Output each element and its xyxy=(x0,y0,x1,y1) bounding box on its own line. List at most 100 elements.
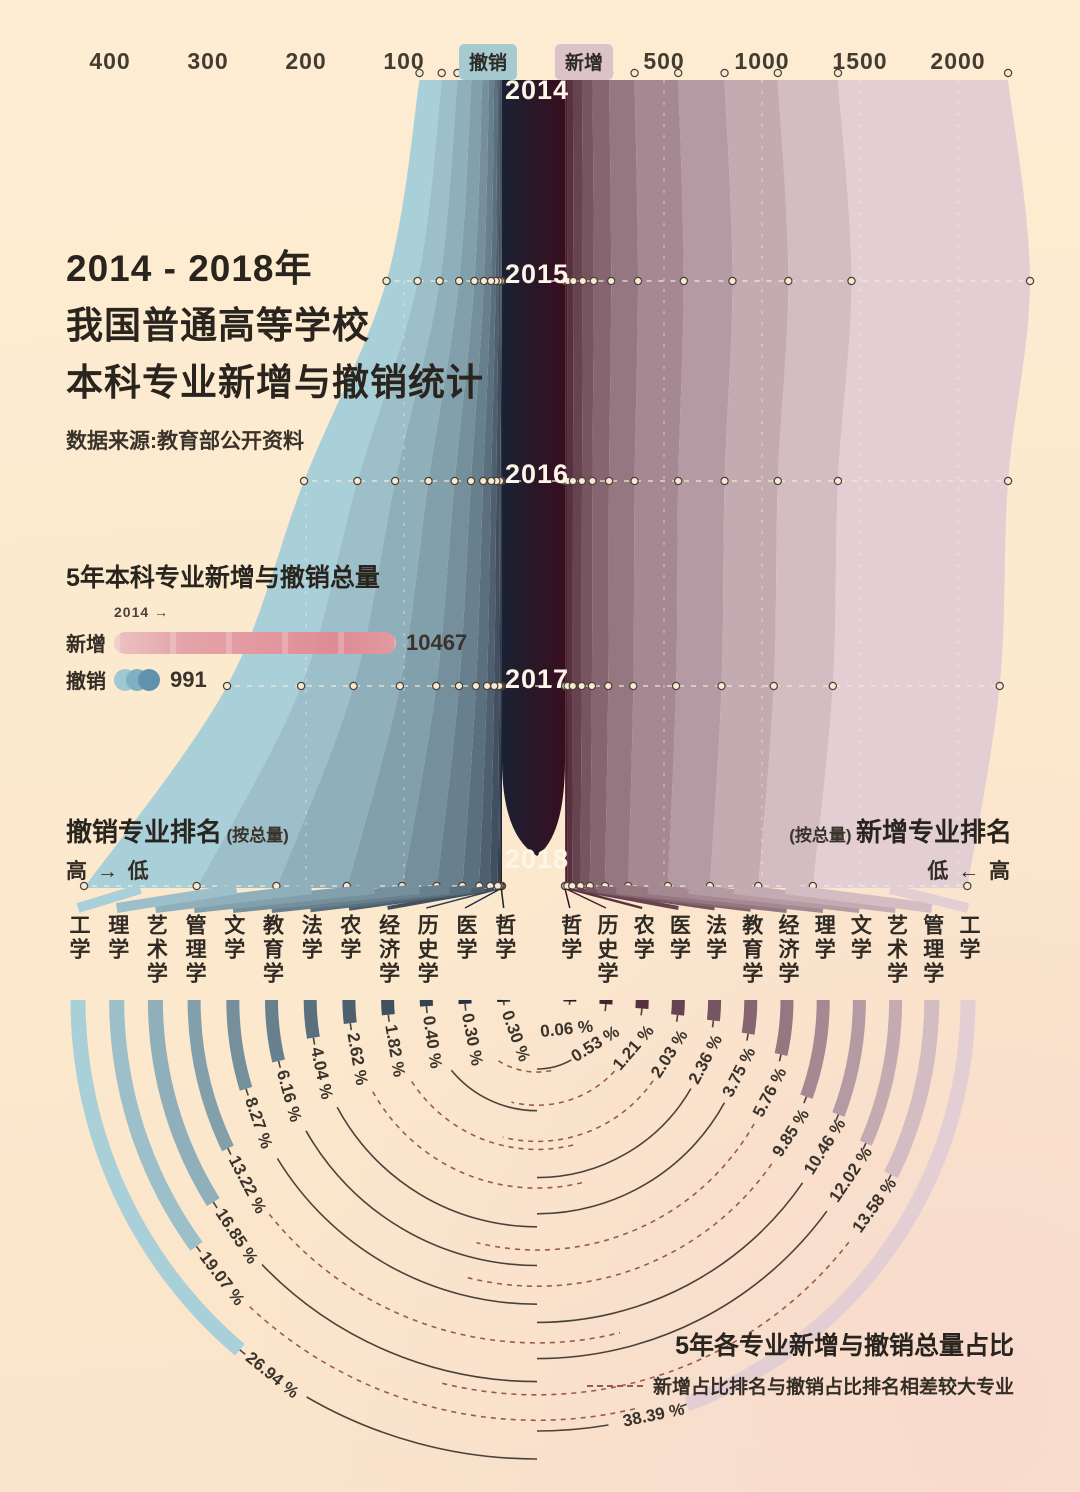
arc-label-tick xyxy=(312,1037,316,1045)
stream-band-new xyxy=(758,80,852,888)
arc-pct-label: 13.22 % xyxy=(225,1152,270,1216)
category-label: 医学 xyxy=(667,914,691,962)
arc-bar xyxy=(187,999,234,1152)
arc-line-dashed xyxy=(411,1080,574,1151)
arc-line-solid xyxy=(536,1182,804,1324)
arc-line-dashed xyxy=(511,1070,616,1107)
arc-pct-label: 2.62 % xyxy=(343,1031,371,1086)
title-line-3: 本科专业新增与撤销统计 xyxy=(66,362,484,403)
arc-label-tick xyxy=(227,1148,232,1155)
category-label: 哲学 xyxy=(558,914,582,962)
arc-line-dashed xyxy=(476,1123,755,1251)
category-label: 医学 xyxy=(454,914,477,962)
arc-label-tick xyxy=(675,1014,679,1022)
fan-ribbon-new xyxy=(564,888,571,909)
arc-bar xyxy=(303,999,320,1039)
grid-node-circle xyxy=(604,476,614,486)
grid-node-circle xyxy=(479,276,489,286)
arc-label-tick xyxy=(679,1403,687,1408)
category-label: 艺术学 xyxy=(144,914,168,986)
new-total-bar xyxy=(114,631,396,654)
title-block: 2014 - 2018年 我国普通高等学校 本科专业新增与撤销统计 数据来源:教… xyxy=(66,240,506,455)
category-label: 历史学 xyxy=(415,914,439,986)
arc-pct-label: 9.85 % xyxy=(768,1106,813,1161)
arc-pct-label: 3.75 % xyxy=(719,1044,760,1100)
stream-band-revoked xyxy=(276,80,472,888)
arc-label-tick xyxy=(604,1004,607,1012)
axis-tick-left: 200 xyxy=(285,48,327,74)
new-ranking-header: (按总量) 新增专业排名 低 ← 高 xyxy=(652,812,1012,885)
arc-bar xyxy=(684,999,976,1412)
category-label: 管理学 xyxy=(920,914,944,986)
revoked-ranking-header: 撤销专业排名 (按总量) 高 → 低 xyxy=(66,812,426,885)
category-label: 工学 xyxy=(67,914,90,962)
new-total-value: 10467 xyxy=(406,629,468,655)
grid-node-circle xyxy=(577,681,586,691)
grid-node-circle xyxy=(728,276,737,286)
grid-node-circle xyxy=(482,681,492,691)
new-total-row: 新增 10467 xyxy=(66,628,486,657)
arc-line-solid xyxy=(336,1106,538,1228)
grid-node-circle xyxy=(437,68,446,78)
revoked-ranking-direction: 高 → 低 xyxy=(66,860,151,883)
axis-tick-right: 500 xyxy=(643,48,685,74)
grid-node-circle xyxy=(435,276,444,286)
grid-node-circle xyxy=(577,476,587,486)
grid-node-circle xyxy=(353,476,362,486)
arc-label-tick xyxy=(862,1142,867,1150)
stream-center-gap xyxy=(502,80,565,856)
arc-bar xyxy=(774,999,794,1056)
axis-tick-right: 1500 xyxy=(832,48,888,74)
grid-node-circle xyxy=(1003,68,1013,78)
arc-line-dashed xyxy=(467,1163,773,1288)
grid-node-circle xyxy=(1003,476,1013,486)
arc-bar xyxy=(859,999,903,1146)
arc-line-solid xyxy=(306,1396,538,1460)
title-line-1: 2014 - 2018年 xyxy=(66,248,313,289)
year-label: 2016 xyxy=(505,459,569,489)
grid-node-circle xyxy=(674,68,683,78)
grid-node-circle xyxy=(1025,276,1035,286)
arc-label-tick xyxy=(245,1088,249,1096)
share-legend-note: 新增占比排名与撤销占比排名相差较大专业 xyxy=(652,1377,1014,1398)
category-label: 法学 xyxy=(703,914,727,962)
share-legend-title: 5年各专业新增与撤销总量占比 xyxy=(675,1332,1014,1360)
arc-label-tick xyxy=(640,1008,643,1016)
axis-tick-left: 100 xyxy=(383,48,425,74)
arc-bar xyxy=(265,999,285,1063)
fan-ribbon-revoked xyxy=(115,884,238,913)
fan-ribbon-new xyxy=(565,888,607,909)
arc-bar xyxy=(109,999,203,1251)
arc-line-solid xyxy=(536,1424,609,1432)
category-label: 农学 xyxy=(631,914,655,962)
grid-node-circle xyxy=(995,681,1004,691)
grid-node-circle xyxy=(349,681,358,691)
totals-legend: 5年本科专业新增与撤销总量 2014 → 新增 10467 撤销 991 xyxy=(66,558,486,694)
grid-node-circle xyxy=(578,276,588,286)
grid-node-circle xyxy=(222,681,232,691)
grid-node-circle xyxy=(828,681,838,691)
year-label: 2014 xyxy=(505,75,569,105)
grid-node-circle xyxy=(432,681,441,691)
stream-band-revoked xyxy=(84,80,442,888)
revoked-badge: 撤销 xyxy=(458,44,518,80)
arc-line-solid xyxy=(536,1088,692,1179)
grid-node-circle xyxy=(720,476,729,486)
revoked-total-label: 撤销 xyxy=(66,671,106,693)
arc-bar xyxy=(226,999,253,1091)
arc-bar xyxy=(884,999,940,1179)
category-label: 哲学 xyxy=(492,914,516,962)
arc-label-tick xyxy=(711,1020,715,1028)
data-source: 数据来源:教育部公开资料 xyxy=(66,430,304,453)
grid-node-circle xyxy=(847,276,856,286)
fan-ribbon-revoked xyxy=(154,884,313,913)
category-label: 教育学 xyxy=(739,914,763,986)
grid-node-circle xyxy=(299,476,309,486)
grid-node-circle xyxy=(296,681,306,691)
revoked-ranking-title: 撤销专业排名 xyxy=(66,817,223,847)
grid-node-circle xyxy=(568,476,578,486)
grid-node-circle xyxy=(769,681,778,691)
arc-label-tick xyxy=(464,1003,467,1011)
arc-pct-label: 6.16 % xyxy=(273,1068,305,1124)
arc-line-solid xyxy=(536,1210,828,1360)
